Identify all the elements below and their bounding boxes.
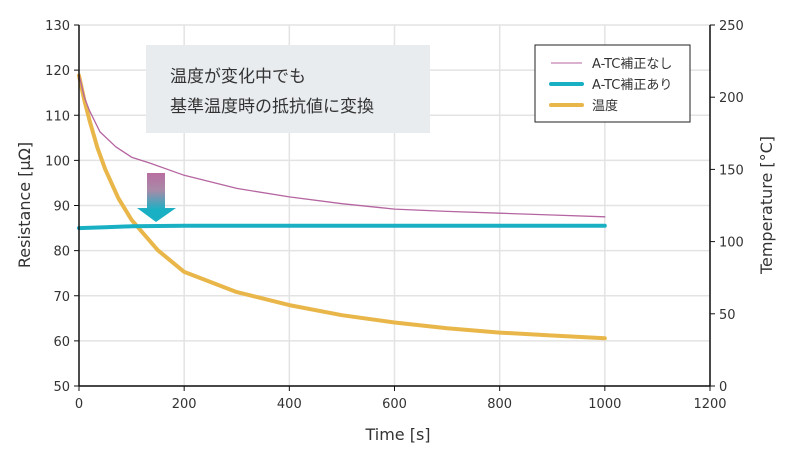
y-tick-label: 90 bbox=[53, 200, 70, 215]
legend: A-TC補正なし A-TC補正あり 温度 bbox=[534, 44, 691, 123]
series-line-1 bbox=[77, 223, 607, 231]
legend-label-uncorrected: A-TC補正なし bbox=[592, 57, 672, 72]
series-line-2 bbox=[77, 73, 607, 341]
annotation-line-1: 温度が変化中でも bbox=[170, 67, 306, 87]
y-tick-label: 100 bbox=[45, 154, 70, 169]
y-tick-label: 70 bbox=[53, 290, 70, 305]
y2-tick-label: 200 bbox=[719, 91, 744, 106]
down-arrow-icon bbox=[137, 173, 176, 222]
x-tick-label: 0 bbox=[75, 397, 83, 412]
x-tick-label: 600 bbox=[382, 397, 407, 412]
y2-tick-label: 150 bbox=[719, 163, 744, 178]
y-tick-label: 130 bbox=[45, 19, 70, 34]
y2-tick-label: 0 bbox=[719, 380, 727, 395]
legend-label-corrected: A-TC補正あり bbox=[592, 78, 672, 93]
y-tick-label: 60 bbox=[53, 335, 70, 350]
x-tick-label: 400 bbox=[277, 397, 302, 412]
annotation-line-2: 基準温度時の抵抗値に変換 bbox=[170, 97, 374, 117]
x-tick-label: 1200 bbox=[693, 397, 726, 412]
y-tick-label: 110 bbox=[45, 109, 70, 124]
x-tick-label: 200 bbox=[172, 397, 197, 412]
y-tick-label: 50 bbox=[53, 380, 70, 395]
y-axis-label: Resistance [µΩ] bbox=[15, 142, 34, 268]
y2-tick-label: 50 bbox=[719, 308, 736, 323]
y2-tick-label: 250 bbox=[719, 19, 744, 34]
annotation-box bbox=[146, 45, 430, 133]
legend-label-temperature: 温度 bbox=[592, 98, 618, 114]
y2-axis-label: Temperature [°C] bbox=[757, 136, 776, 275]
x-tick-label: 1000 bbox=[588, 397, 621, 412]
series-line-0 bbox=[78, 73, 606, 218]
y-tick-label: 80 bbox=[53, 245, 70, 260]
y-tick-label: 120 bbox=[45, 64, 70, 79]
x-axis-label: Time [s] bbox=[364, 425, 430, 444]
y2-tick-label: 100 bbox=[719, 236, 744, 251]
x-tick-label: 800 bbox=[487, 397, 512, 412]
